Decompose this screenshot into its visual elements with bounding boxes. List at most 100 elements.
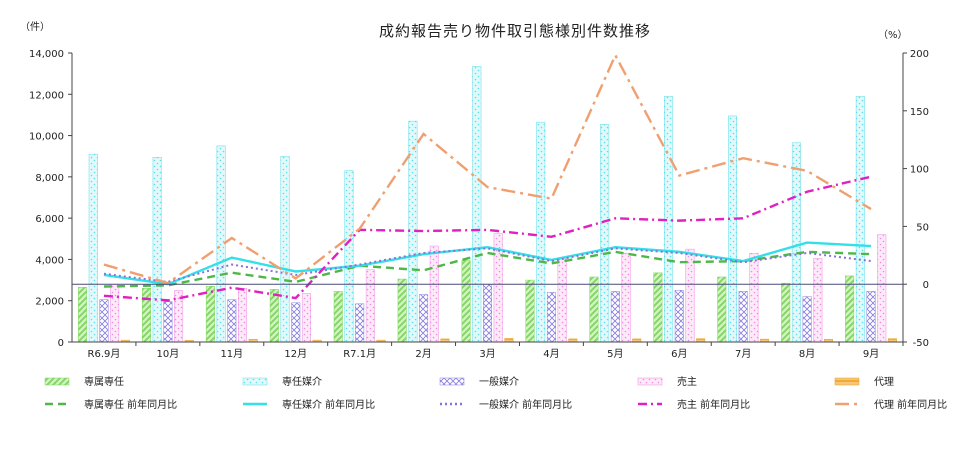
bar	[749, 252, 759, 343]
bar	[301, 293, 311, 343]
x-tick-label: 6月	[671, 348, 687, 360]
legend-label: 代理 前年同月比	[874, 398, 947, 411]
right-axis-unit: （%）	[878, 29, 908, 41]
x-tick-label: 9月	[863, 348, 879, 360]
right-tick-label: -50	[913, 338, 929, 349]
bar	[802, 296, 812, 343]
bar	[152, 156, 162, 343]
bar	[163, 301, 173, 343]
x-tick-label: 10月	[157, 348, 180, 360]
bar	[536, 121, 546, 343]
right-tick-label: 200	[910, 49, 929, 60]
bar	[877, 234, 887, 343]
bar	[429, 245, 439, 343]
bar	[845, 275, 855, 343]
left-tick-label: 0	[58, 338, 64, 349]
legend-label: 一般媒介 前年同月比	[479, 398, 572, 411]
bar	[866, 291, 876, 343]
legend-label: 専属専任 前年同月比	[84, 398, 177, 411]
bar	[461, 260, 471, 343]
legend-label: 専属専任	[84, 375, 124, 388]
bar-layer	[78, 66, 897, 343]
bar	[600, 123, 610, 343]
x-tick-label: 12月	[284, 348, 307, 360]
legend-label: 売主	[677, 375, 697, 388]
legend-label: 売主 前年同月比	[677, 398, 750, 411]
bar	[738, 291, 748, 343]
bar	[483, 283, 492, 343]
x-tick-label: 2月	[415, 348, 431, 360]
bar	[397, 278, 407, 343]
bar	[813, 258, 823, 343]
bar	[717, 276, 727, 343]
left-axis-unit: （件）	[20, 21, 50, 33]
legend-label: 一般媒介	[479, 375, 519, 388]
bar	[355, 303, 365, 343]
legend-swatch	[44, 377, 70, 386]
left-tick-label: 4,000	[35, 255, 64, 266]
bar	[621, 252, 631, 343]
legend-label: 専任媒介	[282, 375, 322, 388]
x-tick-label: 11月	[220, 348, 243, 360]
left-tick-label: 2,000	[35, 297, 64, 308]
right-tick-label: 50	[916, 222, 929, 233]
right-tick-label: 150	[910, 107, 929, 118]
bar	[610, 291, 620, 343]
bar	[99, 299, 109, 343]
bar	[727, 115, 737, 343]
bar	[227, 299, 237, 343]
chart-title: 成約報告売り物件取引態様別件数推移	[379, 22, 651, 40]
bar	[781, 282, 791, 343]
bar	[141, 288, 151, 343]
bar	[291, 302, 301, 343]
x-tick-label: 3月	[479, 348, 495, 360]
bar	[88, 153, 98, 343]
bar	[504, 338, 514, 343]
x-tick-label: 8月	[799, 348, 815, 360]
x-tick-label: R6.9月	[88, 348, 121, 360]
bar	[333, 291, 343, 343]
series-line	[103, 241, 872, 286]
legend-swatch	[242, 377, 268, 386]
bar	[205, 286, 215, 343]
bar	[589, 276, 599, 343]
bar	[557, 258, 567, 343]
left-tick-label: 14,000	[29, 49, 64, 60]
bar	[78, 287, 88, 343]
legend-swatch	[834, 377, 860, 386]
axes: 0 2,000 4,000 6,000 8,000 10,000 12,000 14,000 -…	[29, 49, 929, 360]
bar	[269, 289, 279, 343]
legend-label: 代理	[874, 376, 894, 388]
bar	[653, 272, 663, 343]
x-tick-label: 4月	[543, 348, 559, 360]
bar	[280, 155, 290, 343]
right-tick-label: 0	[923, 280, 929, 291]
left-tick-label: 10,000	[29, 132, 64, 143]
bar	[365, 269, 375, 343]
left-tick-label: 8,000	[35, 173, 64, 184]
bar	[238, 288, 248, 343]
legend-label: 専任媒介 前年同月比	[282, 398, 375, 411]
series-line	[103, 52, 872, 285]
bar	[674, 290, 684, 343]
bar	[110, 283, 120, 343]
bar	[344, 170, 354, 343]
x-tick-label: 5月	[607, 348, 623, 360]
bar	[855, 96, 865, 343]
x-tick-label: R7.1月	[343, 348, 376, 360]
bar	[472, 66, 482, 343]
legend-swatch	[439, 377, 465, 386]
line-layer	[103, 52, 872, 302]
right-tick-label: 100	[910, 165, 929, 176]
series-line	[103, 247, 872, 283]
legend-swatch	[637, 377, 663, 386]
bar	[546, 292, 556, 343]
left-tick-label: 12,000	[29, 90, 64, 101]
bar	[791, 142, 801, 343]
bar	[419, 294, 429, 343]
bar	[525, 279, 535, 343]
left-tick-label: 6,000	[35, 214, 64, 225]
x-tick-label: 7月	[735, 348, 751, 360]
